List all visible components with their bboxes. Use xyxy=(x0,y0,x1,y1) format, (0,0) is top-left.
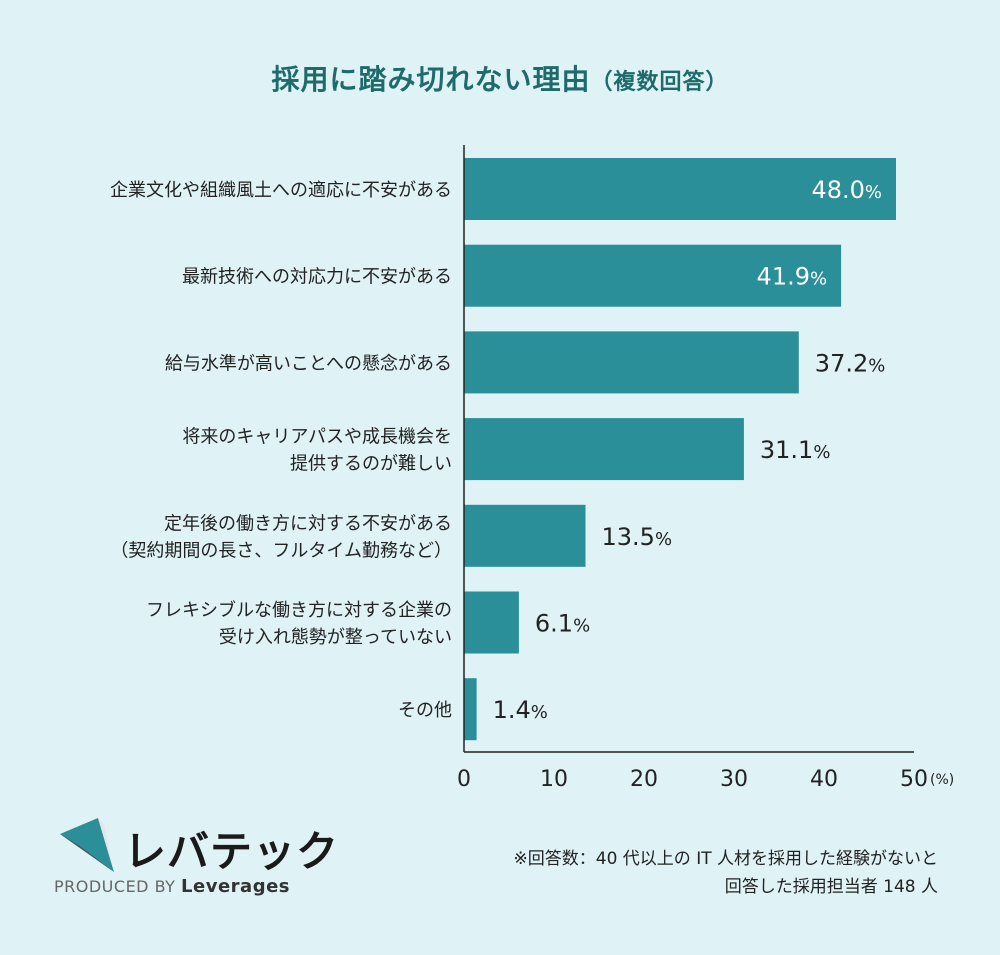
category-label-5-line-1: 定年後の働き方に対する不安がある xyxy=(164,513,452,534)
category-label-4-line-1: 将来のキャリアパスや成長機会を xyxy=(182,427,452,448)
x-tick-label-30: 30 xyxy=(720,767,748,792)
value-label-6: 6.1% xyxy=(535,610,590,638)
category-label-4-line-2: 提供するのが難しい xyxy=(290,454,452,475)
x-unit-label: (%) xyxy=(930,772,954,788)
bar-3 xyxy=(464,331,799,394)
footnote-line-1: ※回答数：40 代以上の IT 人材を採用した経験がないと xyxy=(513,849,938,869)
company-name: Leverages xyxy=(181,876,290,897)
category-label-3: 給与水準が高いことへの懸念がある xyxy=(165,352,452,374)
value-label-5: 13.5% xyxy=(602,523,673,551)
bar-2 xyxy=(464,244,842,307)
category-label-1: 企業文化や組織風土への適応に不安がある xyxy=(110,180,452,201)
footnote: ※回答数：40 代以上の IT 人材を採用した経験がないと 回答した採用担当者 … xyxy=(514,845,938,901)
category-label-2: 最新技術への対応力に不安がある xyxy=(182,267,452,288)
category-label-7: その他 xyxy=(398,700,452,721)
x-tick-label-20: 20 xyxy=(630,767,658,792)
category-label-6-line-2: 受け入れ態勢が整っていない xyxy=(219,627,452,648)
title-main: 採用に踏み切れない理由 xyxy=(271,63,591,96)
value-label-1: 48.0% xyxy=(811,176,882,204)
category-label-6-line-1: フレキシブルな働き方に対する企業の xyxy=(146,599,452,621)
x-tick-label-50: 50 xyxy=(900,767,928,792)
bar-7 xyxy=(464,678,477,741)
x-tick-label-40: 40 xyxy=(810,767,838,792)
category-label-5-line-2: （契約期間の長さ、フルタイム勤務など） xyxy=(110,540,452,561)
logo-tagline: PRODUCED BY Leverages xyxy=(54,876,290,897)
bar-6 xyxy=(464,591,519,654)
bar-4 xyxy=(464,418,744,481)
value-label-2: 41.9% xyxy=(757,263,828,291)
bar-1 xyxy=(464,158,896,220)
value-label-4: 31.1% xyxy=(760,436,831,464)
x-tick-label-0: 0 xyxy=(457,767,471,792)
value-label-3: 37.2% xyxy=(815,349,886,377)
x-tick-label-10: 10 xyxy=(540,767,568,792)
title-suffix: （複数回答） xyxy=(590,70,729,95)
brand-logo: レバテック PRODUCED BY Leverages xyxy=(54,816,338,897)
chart-title: 採用に踏み切れない理由（複数回答） xyxy=(0,58,1000,98)
produced-by-text: PRODUCED BY xyxy=(54,877,176,896)
bar-chart: 48.0% 企業文化や組織風土への適応に不安がある 41.9% 最新技術への対応力に不… xyxy=(110,145,954,792)
value-label-7: 1.4% xyxy=(493,696,548,724)
bar-5 xyxy=(464,504,586,567)
footnote-line-2: 回答した採用担当者 148 人 xyxy=(724,877,938,897)
logo-mark-icon xyxy=(60,818,114,872)
logo-name: レバテック xyxy=(124,827,340,876)
